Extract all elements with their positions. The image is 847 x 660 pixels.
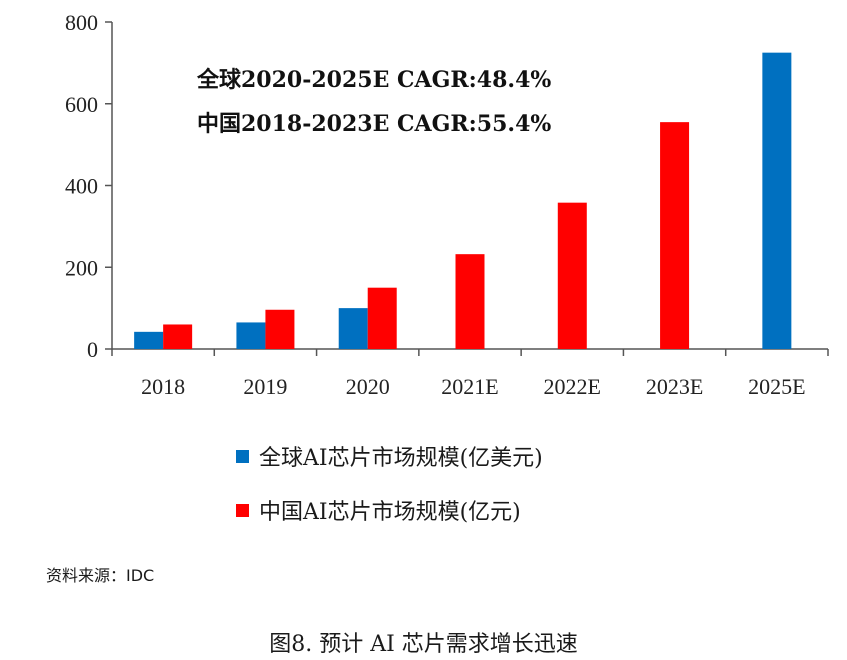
x-tick-label: 2019 (243, 374, 287, 399)
bar-china-2023E (660, 122, 690, 349)
y-tick-label: 200 (65, 255, 98, 280)
figure-caption: 图8. 预计 AI 芯片需求增长迅速 (269, 632, 578, 657)
legend-swatch-global (236, 449, 249, 463)
legend-label-china: 中国AI芯片市场规模(亿元) (259, 500, 521, 525)
bar-china-2020 (367, 287, 397, 349)
legend-swatch-china (236, 503, 249, 517)
annotation-global-cagr: 全球2020-2025E CAGR:48.4% (196, 67, 551, 93)
x-tick-label: 2023E (646, 374, 703, 399)
legend-label-global: 全球AI芯片市场规模(亿美元) (259, 446, 543, 471)
x-tick-label: 2020 (346, 374, 390, 399)
legend-item-global: 全球AI芯片市场规模(亿美元) (236, 440, 543, 472)
x-tick-label: 2021E (441, 374, 498, 399)
bar-chart: 0 200 400 600 800 2018 2019 2020 2021E 2022E 2023… (65, 10, 829, 399)
y-tick-label: 0 (87, 337, 98, 362)
bar-global-2019 (236, 322, 266, 349)
x-tick-label: 2018 (141, 374, 185, 399)
bar-global-2018 (134, 331, 164, 349)
bars (134, 52, 792, 349)
bar-china-2019 (265, 309, 295, 349)
bar-china-2021E (455, 254, 485, 349)
annotation-china-cagr: 中国2018-2023E CAGR:55.4% (197, 111, 551, 137)
y-tick-label: 800 (65, 10, 98, 35)
y-tick-label: 600 (65, 92, 98, 117)
source-note: 资料来源：IDC (46, 566, 155, 585)
x-axis: 2018 2019 2020 2021E 2022E 2023E 2025E (111, 348, 829, 399)
y-axis: 0 200 400 600 800 (65, 10, 113, 362)
bar-china-2022E (557, 202, 587, 349)
bar-china-2018 (163, 324, 193, 349)
bar-global-2025E (762, 52, 792, 349)
legend-item-china: 中国AI芯片市场规模(亿元) (236, 494, 521, 526)
x-tick-label: 2025E (748, 374, 805, 399)
x-tick-label: 2022E (544, 374, 601, 399)
y-tick-label: 400 (65, 174, 98, 199)
bar-global-2020 (338, 308, 368, 349)
